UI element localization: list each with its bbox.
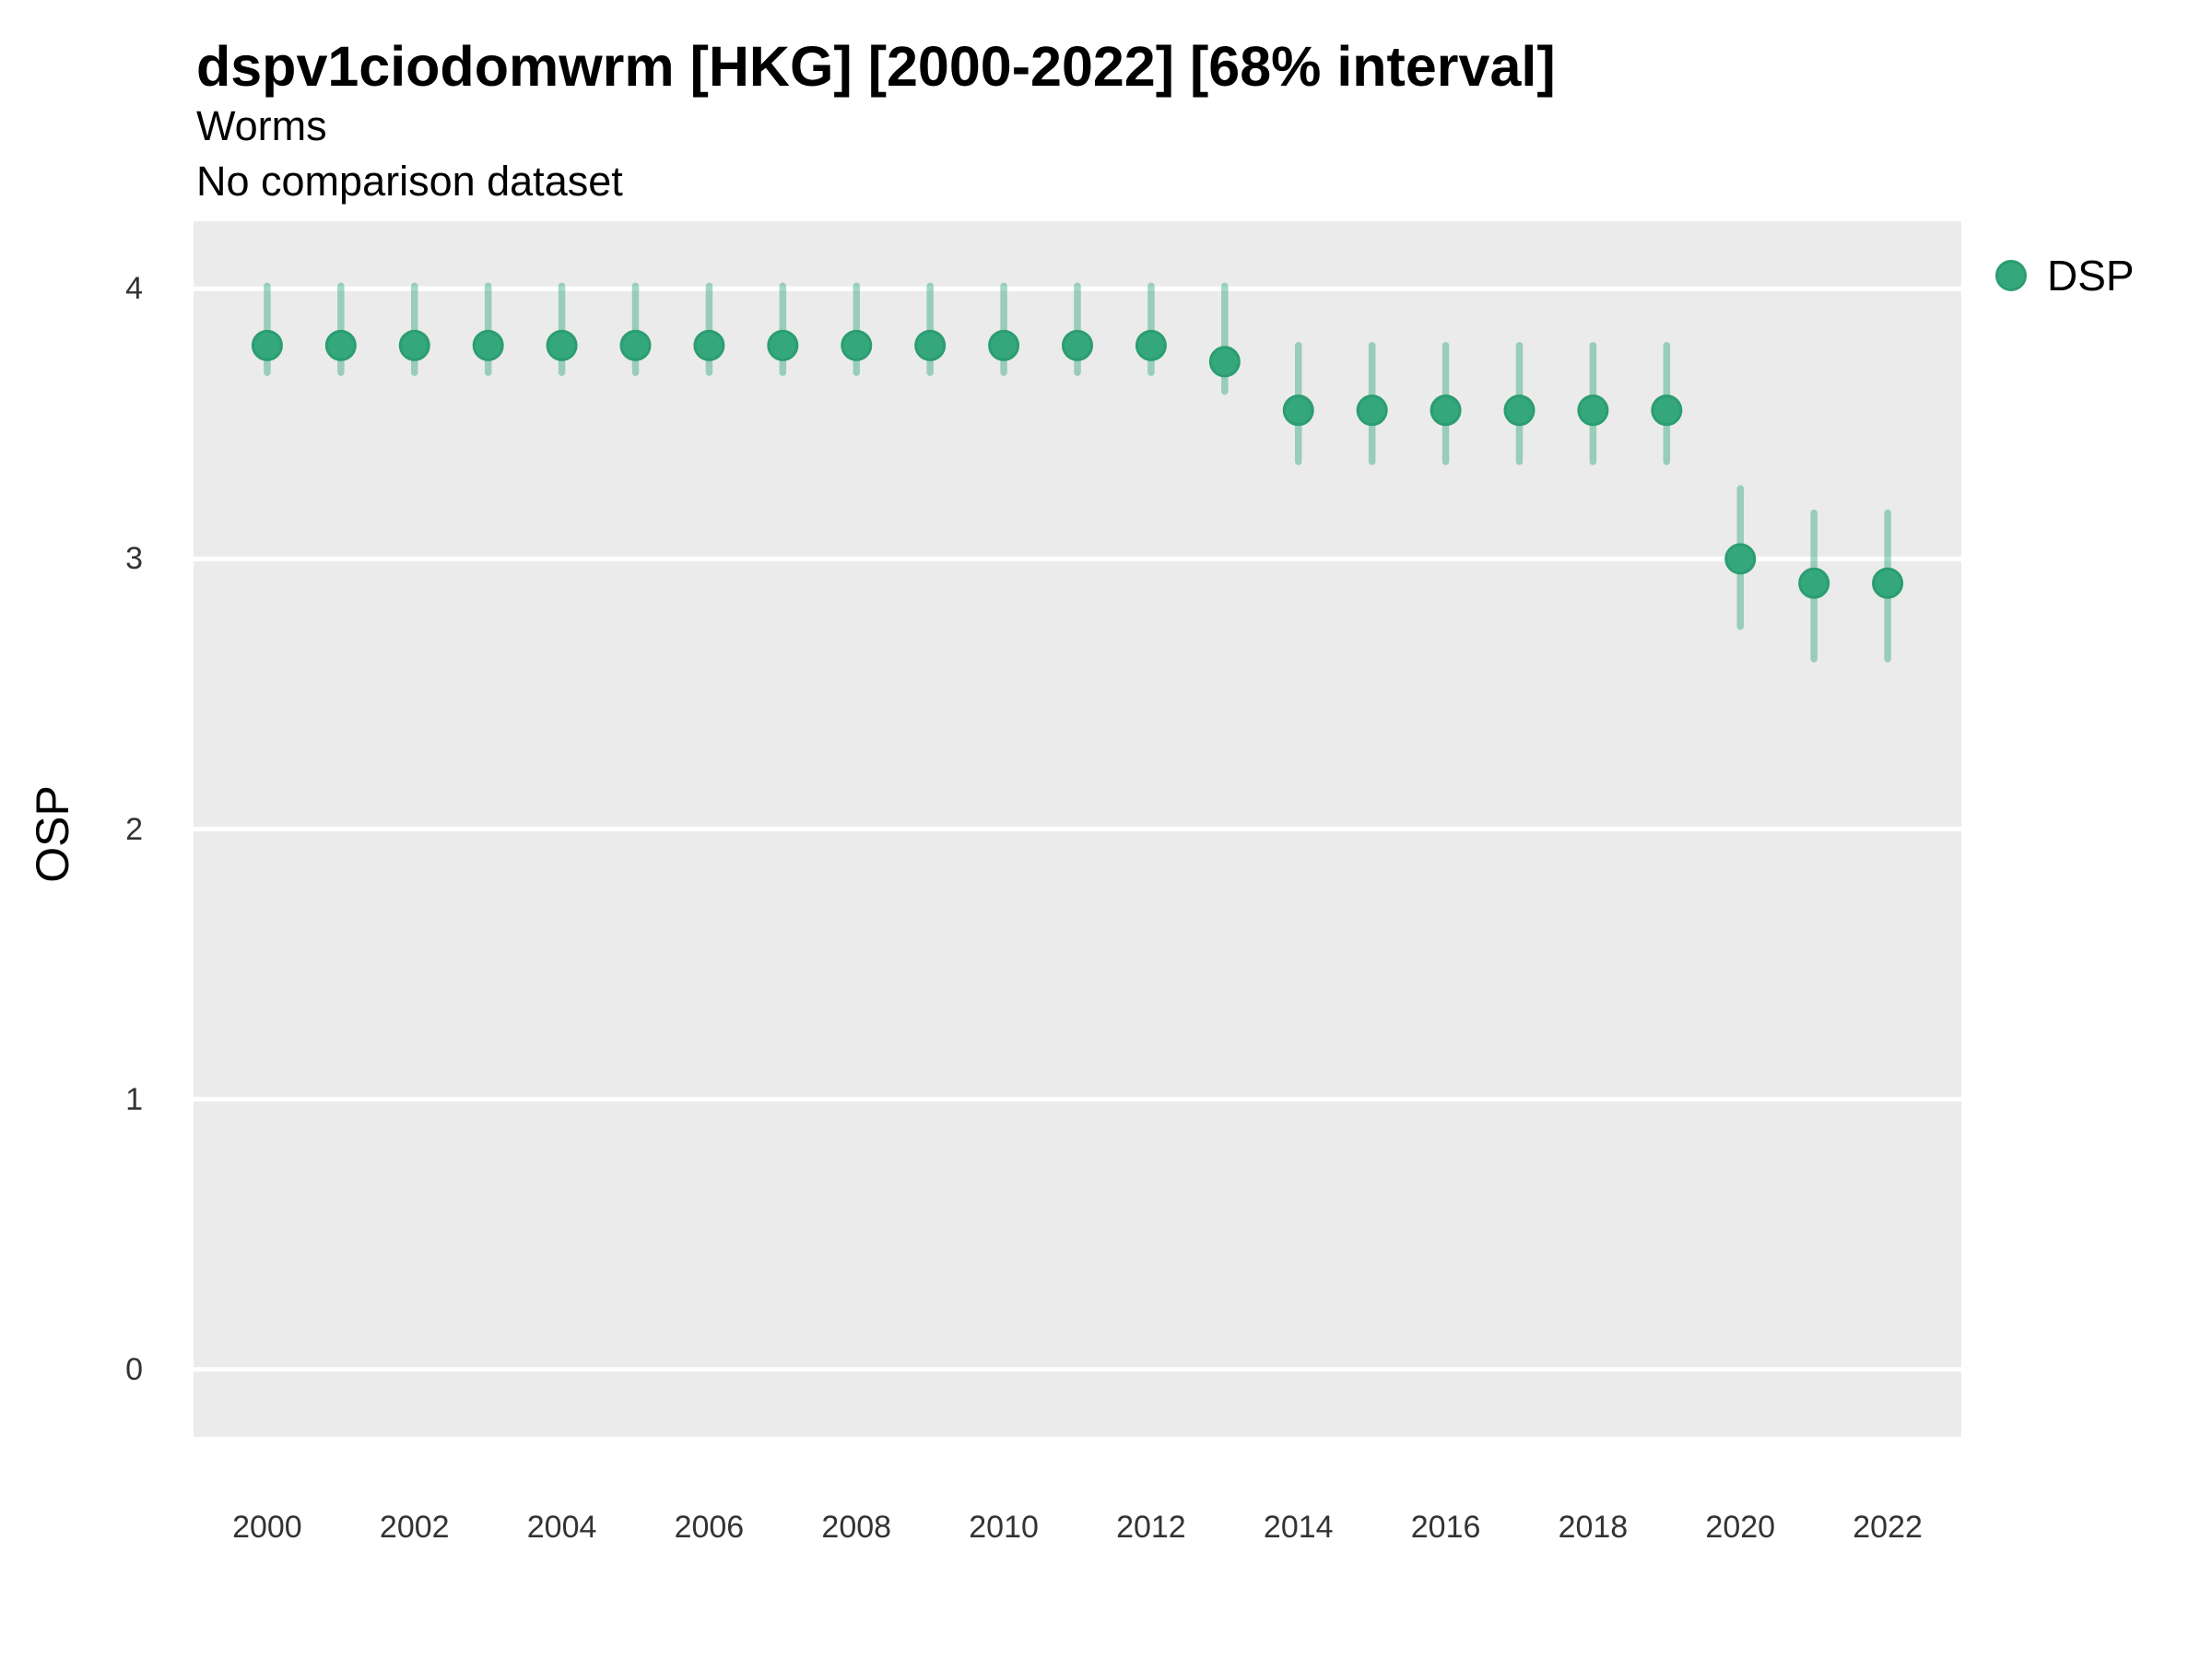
x-tick-label: 2000 (232, 1510, 302, 1545)
data-point (1798, 567, 1830, 599)
data-point (914, 329, 947, 361)
data-point (988, 329, 1020, 361)
data-point (1062, 329, 1093, 361)
data-point (1135, 329, 1167, 361)
data-point (1503, 394, 1535, 427)
x-tick-label: 2016 (1410, 1510, 1481, 1545)
x-tick-label: 2018 (1558, 1510, 1629, 1545)
x-tick-label: 2008 (821, 1510, 892, 1545)
x-tick-label: 2012 (1116, 1510, 1186, 1545)
data-point (841, 329, 873, 361)
x-tick-label: 2010 (969, 1510, 1039, 1545)
x-tick-label: 2014 (1263, 1510, 1334, 1545)
plot-panel (194, 221, 1961, 1437)
data-point (1282, 394, 1314, 427)
plot-canvas (194, 282, 1961, 1372)
y-tick-label: 3 (125, 541, 143, 577)
legend: DSP (1995, 248, 2135, 303)
data-point (619, 329, 652, 361)
data-point (324, 329, 357, 361)
data-point (1724, 543, 1757, 575)
legend-marker-icon (1995, 260, 2027, 291)
data-point (1577, 394, 1609, 427)
legend-label: DSP (2047, 252, 2135, 300)
data-point (1208, 346, 1241, 378)
chart-title: dspv1ciodomwrm [HKG] [2000-2022] [68% in… (196, 35, 1556, 98)
data-point (251, 329, 283, 361)
y-tick-label: 0 (125, 1351, 143, 1387)
data-point (1430, 394, 1462, 427)
x-tick-label: 2022 (1853, 1510, 1923, 1545)
data-point (472, 329, 504, 361)
x-tick-label: 2004 (526, 1510, 597, 1545)
data-point (693, 329, 725, 361)
y-tick-label: 4 (125, 271, 143, 307)
data-point (1651, 394, 1683, 427)
data-point (546, 329, 578, 361)
chart-subtitle: Worms (196, 102, 327, 149)
data-point (767, 329, 799, 361)
x-tick-label: 2020 (1705, 1510, 1776, 1545)
data-point (1356, 394, 1388, 427)
x-tick-label: 2006 (674, 1510, 745, 1545)
y-tick-label: 2 (125, 811, 143, 847)
data-point (398, 329, 430, 361)
x-tick-label: 2002 (379, 1510, 450, 1545)
comparison-note: No comparison dataset (196, 158, 623, 205)
data-point (1872, 567, 1904, 599)
y-tick-label: 1 (125, 1081, 143, 1117)
